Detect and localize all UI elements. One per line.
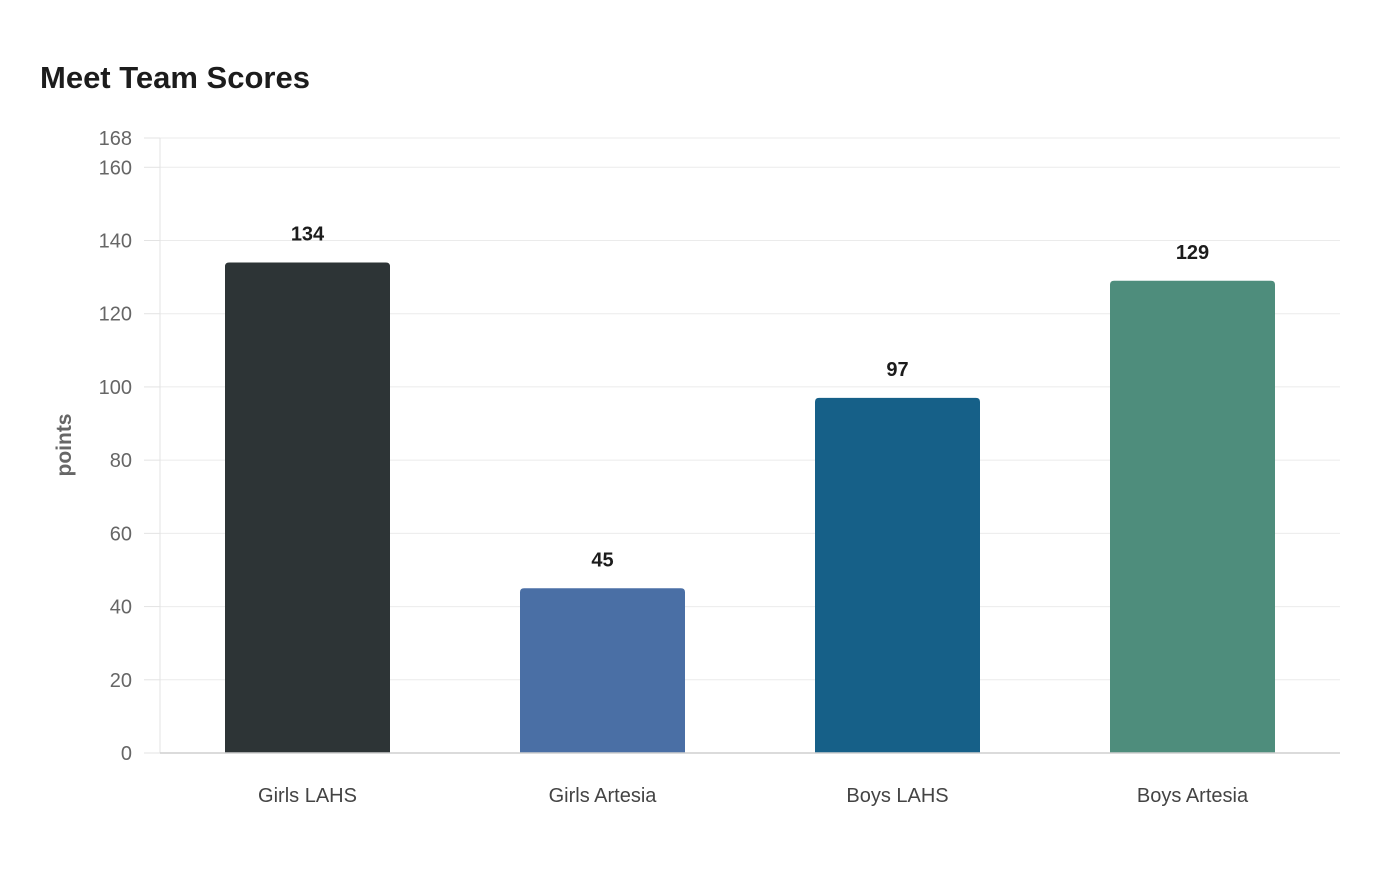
bar-value-label: 97 — [886, 359, 908, 381]
bar-value-label: 129 — [1176, 242, 1209, 264]
y-tick-label: 160 — [99, 157, 132, 179]
bars — [225, 262, 1275, 753]
x-tick-label: Boys LAHS — [846, 785, 948, 807]
y-tick-label: 40 — [110, 597, 132, 619]
bar-boys-artesia — [1110, 280, 1275, 753]
y-tick-label: 120 — [99, 304, 132, 326]
y-tick-label: 140 — [99, 231, 132, 253]
y-tick-label: 168 — [99, 128, 132, 150]
bar-boys-lahs — [815, 397, 980, 753]
bar-value-label: 45 — [591, 549, 613, 571]
y-tick-label: 80 — [110, 450, 132, 472]
x-tick-label: Girls Artesia — [549, 785, 658, 807]
bar-girls-artesia — [520, 588, 685, 753]
x-tick-label: Girls LAHS — [258, 785, 357, 807]
chart-title: Meet Team Scores — [40, 60, 310, 95]
axes — [144, 137, 1340, 754]
y-tick-label: 60 — [110, 523, 132, 545]
x-tick-label: Boys Artesia — [1137, 785, 1249, 807]
bar-value-label: 134 — [291, 223, 325, 245]
y-tick-label: 0 — [121, 743, 132, 765]
bar-girls-lahs — [225, 262, 390, 753]
y-tick-label: 20 — [110, 670, 132, 692]
y-axis-title: points — [53, 414, 76, 477]
y-tick-label: 100 — [99, 377, 132, 399]
labels: 0 20 40 60 80 100 120 140 160 168 134 Girls LAHS 45 G… — [99, 128, 1249, 807]
